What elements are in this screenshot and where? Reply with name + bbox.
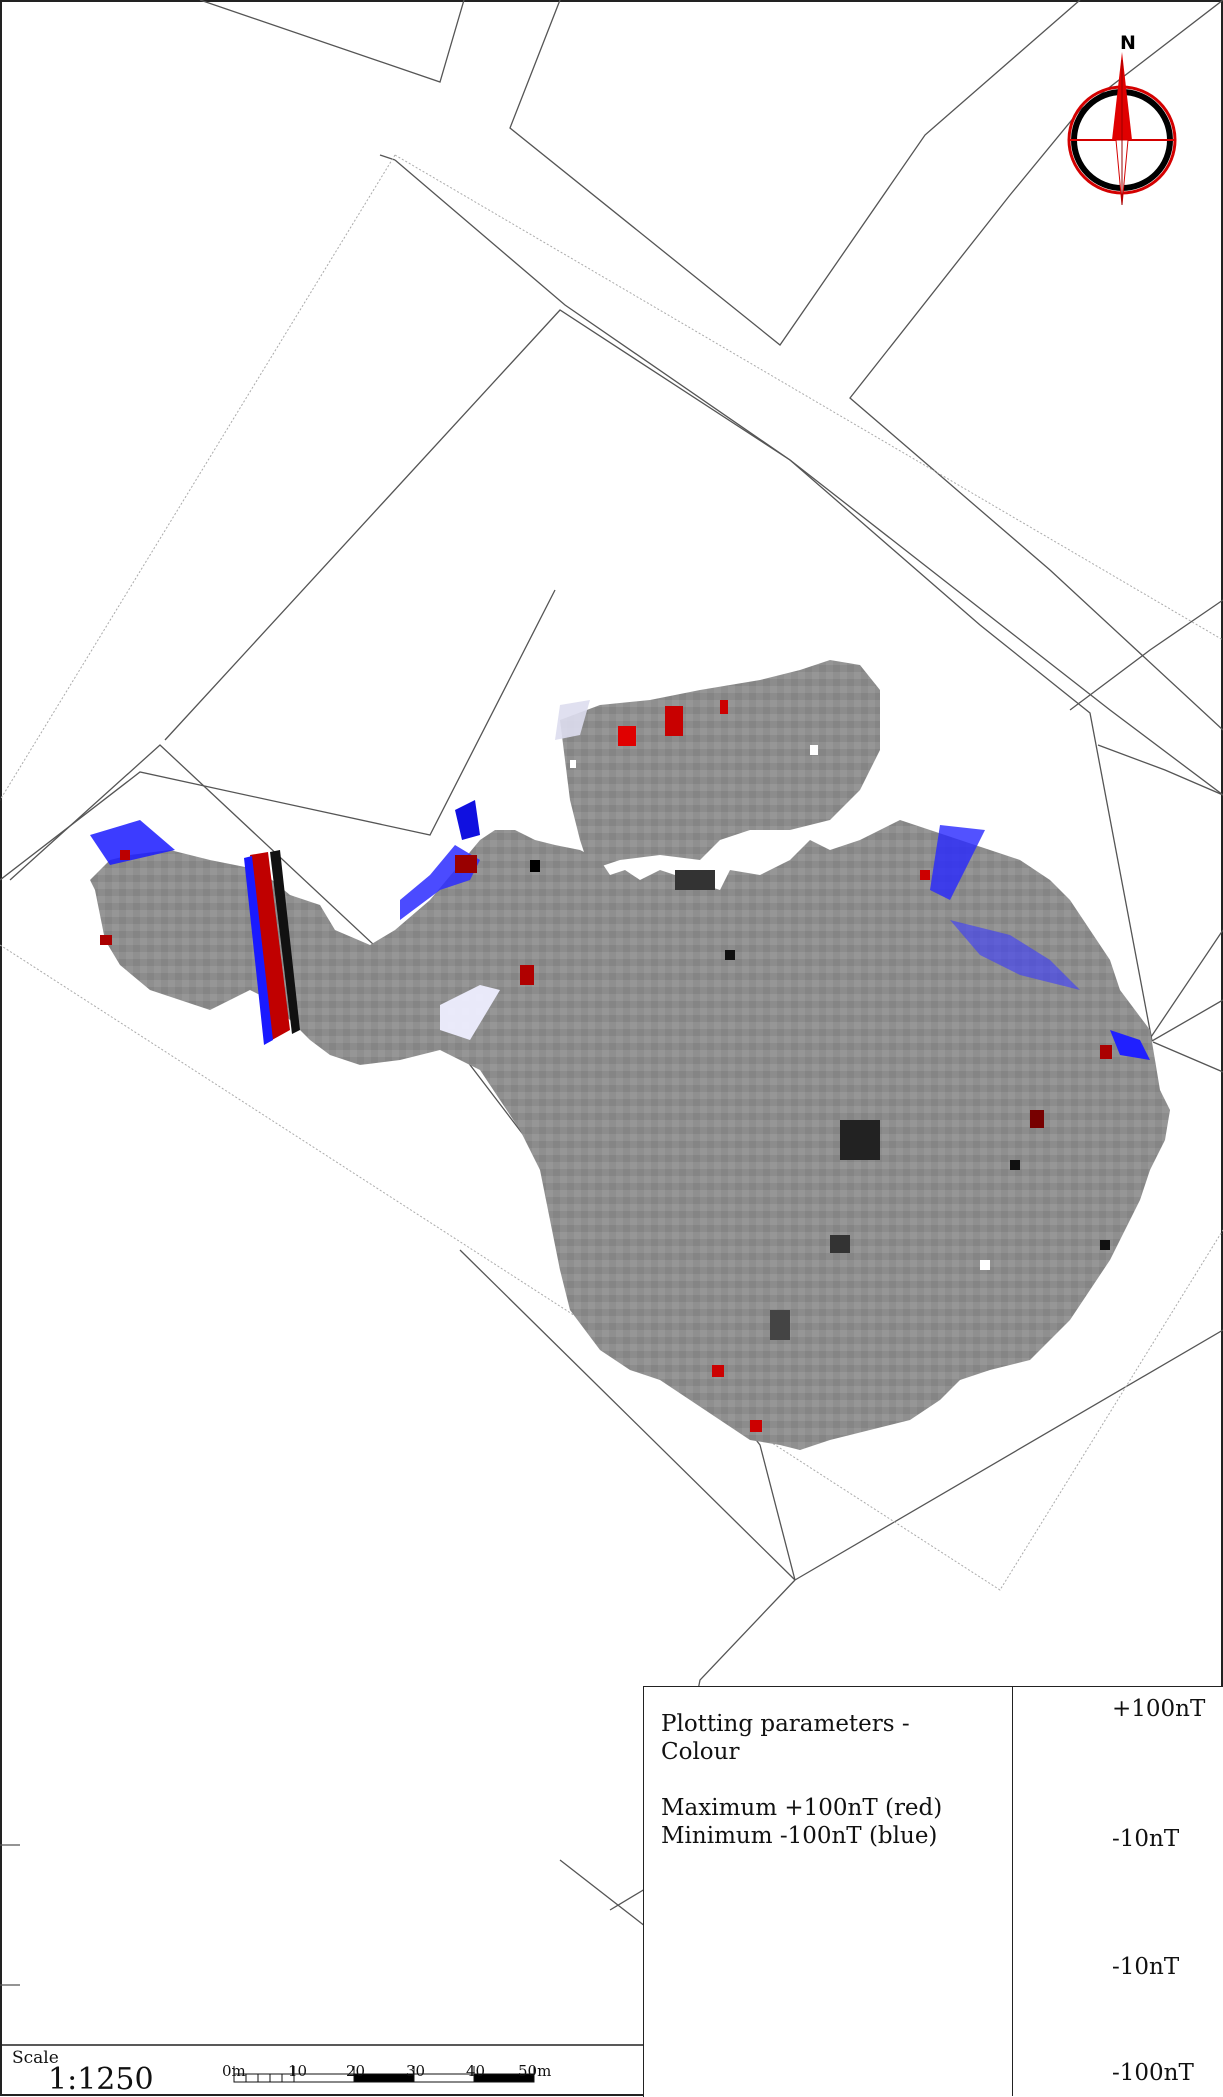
north-label: N (1120, 32, 1136, 54)
survey-data (90, 660, 1170, 1450)
legend-divider (1012, 1686, 1013, 2096)
colour-bar-label-min: -100nT (1112, 2060, 1194, 2086)
legend-title-line2: Colour (661, 1739, 740, 1765)
legend-title-line1: Plotting parameters - (661, 1711, 910, 1737)
scale-word: Scale (12, 2048, 59, 2068)
colour-bar-label-lower: -10nT (1112, 1954, 1180, 1980)
legend-maximum: Maximum +100nT (red) (661, 1795, 943, 1821)
colour-bar-label-max: +100nT (1112, 1696, 1206, 1722)
scale-tick-50: 50m (518, 2062, 552, 2080)
legend-minimum: Minimum -100nT (blue) (661, 1823, 938, 1849)
scale-tick-0: 0m (222, 2062, 246, 2080)
north-arrow-icon (1067, 52, 1177, 206)
field-boundaries (0, 0, 1223, 1986)
faint-boundaries (0, 154, 1223, 1591)
colour-bar-label-upper: -10nT (1112, 1826, 1180, 1852)
scale-bar (233, 2066, 535, 2083)
scale-tick-30: 30 (406, 2062, 426, 2080)
legend-panel (643, 1686, 1223, 2097)
scale-tick-10: 10 (288, 2062, 308, 2080)
scale-tick-20: 20 (346, 2062, 366, 2080)
scale-tick-40: 40 (466, 2062, 486, 2080)
scale-ratio: 1:1250 (48, 2062, 154, 2097)
